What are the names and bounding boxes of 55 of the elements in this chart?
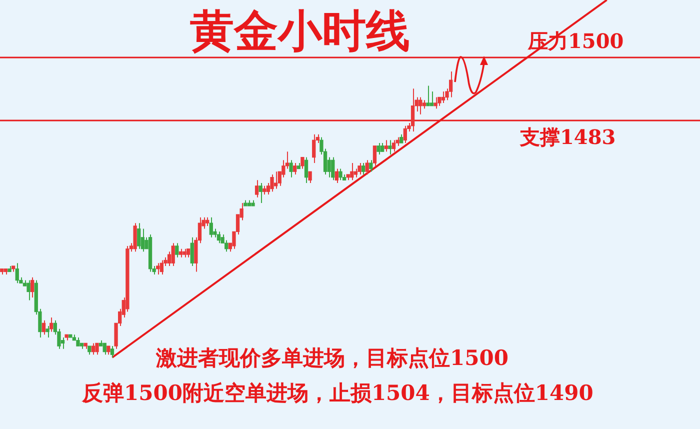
candlestick bbox=[358, 162, 362, 175]
candlestick bbox=[312, 134, 316, 164]
candlestick bbox=[137, 222, 141, 250]
candlestick bbox=[133, 222, 137, 252]
candlestick bbox=[209, 216, 213, 238]
candlestick bbox=[216, 231, 221, 244]
candlestick bbox=[434, 96, 438, 110]
candlestick bbox=[30, 276, 34, 298]
candlestick bbox=[175, 242, 179, 258]
candlestick bbox=[270, 174, 274, 192]
candlestick bbox=[274, 171, 278, 190]
candlestick bbox=[331, 156, 335, 181]
candlestick bbox=[258, 182, 262, 204]
candlestick bbox=[410, 88, 415, 132]
candlestick bbox=[430, 91, 434, 106]
ref-line-label: 支撑1483 bbox=[520, 124, 616, 151]
candlestick bbox=[350, 162, 354, 181]
candlestick bbox=[334, 168, 339, 184]
candlestick bbox=[110, 346, 114, 358]
candlestick bbox=[376, 142, 380, 155]
candlestick bbox=[403, 125, 407, 144]
candlestick bbox=[224, 240, 228, 252]
chart-title: 黄金小时线 bbox=[190, 5, 410, 59]
candlestick bbox=[308, 171, 312, 184]
candlestick bbox=[156, 262, 160, 276]
candlestick bbox=[369, 160, 373, 172]
candlestick bbox=[26, 280, 30, 301]
candlestick bbox=[384, 140, 388, 152]
candlestick bbox=[289, 160, 293, 178]
candlestick bbox=[392, 140, 396, 152]
candlestick bbox=[304, 156, 308, 184]
candlestick bbox=[91, 342, 96, 356]
candlestick bbox=[338, 168, 342, 181]
candlestick bbox=[361, 162, 366, 175]
candlestick bbox=[160, 260, 164, 276]
candlestick bbox=[372, 145, 377, 166]
candlestick bbox=[46, 326, 50, 338]
text: 反弹1500附近空单进场，止损1504，目标点位1490 bbox=[82, 379, 594, 407]
candlestick bbox=[448, 71, 453, 98]
candlestick bbox=[441, 91, 446, 104]
candlestick bbox=[102, 342, 106, 356]
candlestick bbox=[254, 180, 259, 198]
candlestick bbox=[42, 320, 46, 336]
candlestick bbox=[190, 236, 194, 266]
candlestick bbox=[365, 160, 369, 175]
candlestick bbox=[418, 96, 422, 115]
candlestick bbox=[388, 140, 392, 155]
candlestick bbox=[300, 156, 304, 170]
candlestick bbox=[171, 242, 175, 266]
annotation: 激进者现价多单进场，目标点位1500 bbox=[156, 344, 508, 372]
candlestick bbox=[15, 262, 19, 284]
candlestick bbox=[50, 316, 54, 332]
candlestick bbox=[426, 85, 430, 106]
candlestick bbox=[293, 162, 297, 175]
candlestick bbox=[95, 342, 99, 356]
